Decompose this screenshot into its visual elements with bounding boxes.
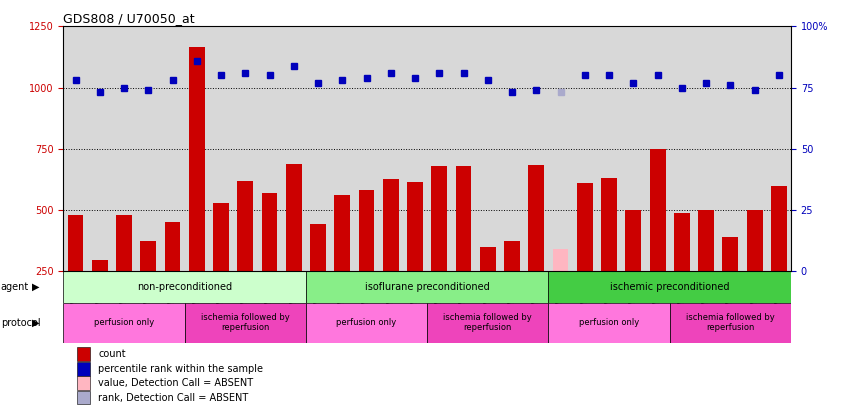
Bar xyxy=(306,271,548,303)
Text: ischemia followed by
reperfusion: ischemia followed by reperfusion xyxy=(686,313,775,332)
Bar xyxy=(261,193,277,333)
Bar xyxy=(92,260,107,333)
Text: percentile rank within the sample: percentile rank within the sample xyxy=(98,364,263,374)
Text: ▶: ▶ xyxy=(32,282,40,292)
Bar xyxy=(189,47,205,333)
Text: perfusion only: perfusion only xyxy=(579,318,640,327)
Bar xyxy=(184,303,306,343)
Bar xyxy=(602,178,617,333)
Bar xyxy=(577,183,593,333)
Bar xyxy=(63,303,184,343)
Bar xyxy=(306,303,427,343)
Bar xyxy=(650,149,666,333)
Bar xyxy=(407,182,423,333)
Bar xyxy=(431,166,448,333)
Bar xyxy=(670,303,791,343)
Text: GDS808 / U70050_at: GDS808 / U70050_at xyxy=(63,12,195,25)
Bar xyxy=(747,210,762,333)
Text: perfusion only: perfusion only xyxy=(94,318,154,327)
Bar xyxy=(286,164,302,333)
Bar xyxy=(698,210,714,333)
Text: ▶: ▶ xyxy=(32,318,40,328)
Bar xyxy=(68,215,84,333)
Bar xyxy=(213,203,229,333)
Text: ischemia followed by
reperfusion: ischemia followed by reperfusion xyxy=(201,313,289,332)
Bar xyxy=(76,376,90,390)
Bar xyxy=(480,247,496,333)
Bar xyxy=(674,213,689,333)
Bar xyxy=(76,391,90,404)
Bar xyxy=(625,210,641,333)
Text: perfusion only: perfusion only xyxy=(337,318,397,327)
Bar xyxy=(722,237,739,333)
Bar xyxy=(310,224,326,333)
Bar xyxy=(548,303,670,343)
Bar xyxy=(238,181,253,333)
Bar xyxy=(504,241,520,333)
Bar xyxy=(427,303,548,343)
Bar xyxy=(359,190,375,333)
Bar xyxy=(529,165,544,333)
Text: isoflurane preconditioned: isoflurane preconditioned xyxy=(365,282,490,292)
Text: ischemic preconditioned: ischemic preconditioned xyxy=(610,282,729,292)
Bar xyxy=(334,195,350,333)
Bar xyxy=(771,185,787,333)
Bar xyxy=(456,166,471,333)
Text: ischemia followed by
reperfusion: ischemia followed by reperfusion xyxy=(443,313,532,332)
Text: rank, Detection Call = ABSENT: rank, Detection Call = ABSENT xyxy=(98,392,249,403)
Bar xyxy=(165,222,180,333)
Bar xyxy=(548,271,791,303)
Text: count: count xyxy=(98,349,126,359)
Text: value, Detection Call = ABSENT: value, Detection Call = ABSENT xyxy=(98,378,254,388)
Text: protocol: protocol xyxy=(1,318,41,328)
Bar xyxy=(63,271,306,303)
Bar xyxy=(116,215,132,333)
Text: agent: agent xyxy=(1,282,29,292)
Bar xyxy=(76,347,90,361)
Bar xyxy=(140,241,157,333)
Bar xyxy=(552,249,569,333)
Bar xyxy=(383,179,398,333)
Text: non-preconditioned: non-preconditioned xyxy=(137,282,233,292)
Bar xyxy=(76,362,90,376)
